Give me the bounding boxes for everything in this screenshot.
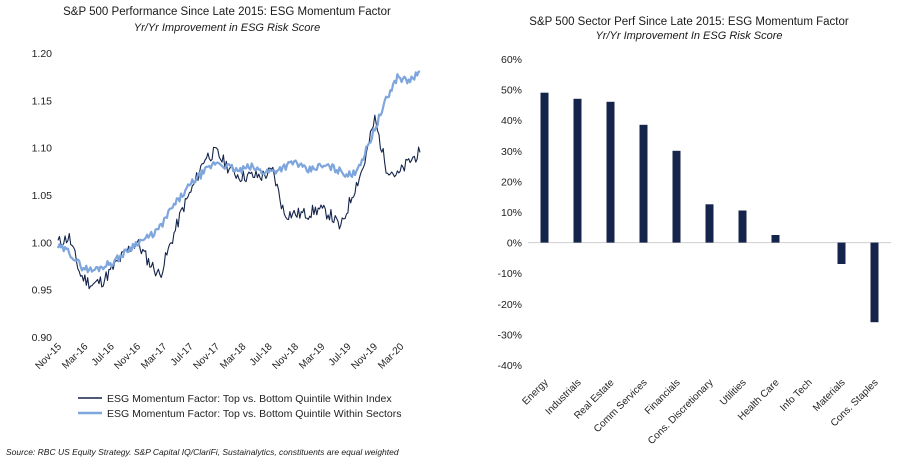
y-tick-label: 1.15	[32, 95, 53, 107]
bar-11	[870, 242, 879, 323]
right-chart-title: S&P 500 Sector Perf Since Late 2015: ESG…	[529, 16, 849, 28]
left-line-chart: 0.90 0.95 1.00 1.05 1.10 1.15 1.20 Nov-15Mar-16…	[32, 48, 421, 420]
bar-6	[705, 204, 714, 243]
x-tick-label: Mar-19	[297, 341, 327, 371]
x-tick-label: Nov-16	[113, 341, 144, 372]
series-line-2	[56, 70, 421, 274]
source-note: Source: RBC US Equity Strategy. S&P Capi…	[6, 447, 399, 457]
left-chart-subtitle: Yr/Yr Improvement in ESG Risk Score	[133, 22, 321, 34]
bar-4	[639, 124, 648, 243]
category-label: Energy	[520, 377, 550, 407]
series-line-1	[57, 114, 421, 290]
x-tick-label: Mar-18	[218, 341, 248, 371]
y-tick-label: -40%	[497, 360, 522, 372]
y-tick-label: 1.20	[32, 48, 53, 60]
y-tick-label: 30%	[501, 146, 522, 158]
y-tick-label: 0.95	[32, 285, 53, 297]
y-tick-label: -20%	[497, 299, 522, 311]
category-label: Utilities	[718, 377, 749, 408]
x-tick-label: Mar-17	[139, 341, 169, 371]
y-tick-label: 0.90	[32, 332, 53, 344]
x-tick-label: Nov-17	[192, 341, 223, 372]
x-tick-label: Nov-18	[270, 341, 301, 372]
legend-label-1: ESG Momentum Factor: Top vs. Bottom Quin…	[107, 393, 392, 405]
bar-8	[771, 235, 780, 243]
x-tick-label: Mar-16	[60, 341, 90, 371]
bar-2	[573, 98, 582, 243]
y-tick-label: 60%	[501, 54, 522, 66]
category-label: Info Tech	[778, 377, 814, 413]
y-tick-label: -30%	[497, 329, 522, 341]
x-tick-label: Mar-20	[376, 341, 406, 371]
bar-5	[672, 150, 681, 243]
y-tick-label: 50%	[501, 85, 522, 97]
y-tick-label: 40%	[501, 115, 522, 127]
y-tick-label: 10%	[501, 207, 522, 219]
y-tick-label: 20%	[501, 176, 522, 188]
y-tick-label: 0%	[507, 238, 522, 250]
right-chart-subtitle: Yr/Yr Improvement In ESG Risk Score	[595, 30, 783, 42]
bar-7	[738, 210, 747, 243]
bar-3	[606, 101, 615, 243]
x-tick-label: Nov-19	[349, 341, 380, 372]
left-chart-title: S&P 500 Performance Since Late 2015: ESG…	[63, 6, 391, 18]
bar-10	[837, 242, 846, 264]
bar-1	[540, 92, 549, 243]
y-tick-label: 1.00	[32, 237, 53, 249]
y-tick-label: -10%	[497, 268, 522, 280]
y-tick-label: 1.05	[32, 190, 53, 202]
x-tick-label: Nov-15	[34, 341, 65, 372]
right-bar-chart: -40% -30% -20% -10% 0% 10% 20% 30% 40% 50% 60% Ener…	[497, 54, 891, 445]
legend-label-2: ESG Momentum Factor: Top vs. Bottom Quin…	[107, 408, 402, 420]
y-tick-label: 1.10	[32, 143, 53, 155]
